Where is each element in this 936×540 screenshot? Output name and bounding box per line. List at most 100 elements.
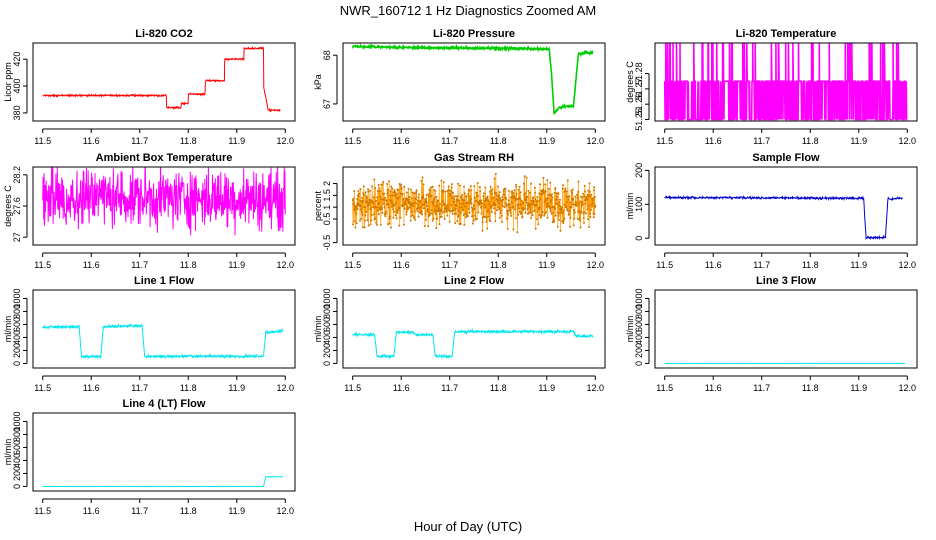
chart-title: Li-820 Temperature: [736, 28, 837, 40]
y-tick-label: 400: [12, 453, 22, 468]
y-tick-label: 1.5: [322, 189, 332, 202]
chart-panel-7: Line 1 Flow ml/min 11.5 11.6 11.7 11.8 11.9 12.…: [3, 275, 296, 393]
x-tick-label: 11.8: [802, 136, 819, 146]
y-axis-label: degrees C: [3, 185, 13, 227]
chart-title: Li-820 CO2: [135, 28, 192, 40]
x-tick-label: 11.5: [344, 260, 361, 270]
data-series-line: [42, 167, 286, 236]
y-tick-label: 400: [322, 330, 332, 345]
y-tick-label: 380: [12, 105, 22, 120]
plot-frame: [32, 289, 296, 369]
x-tick-label: 11.8: [802, 383, 819, 393]
data-layer: [663, 43, 908, 121]
plot-frame: [32, 42, 296, 122]
x-tick-label: 11.5: [656, 260, 673, 270]
y-tick-label: 100: [634, 197, 644, 212]
figure-title: NWR_160712 1 Hz Diagnostics Zoomed AM: [340, 3, 597, 18]
y-tick-label: 27.6: [12, 197, 22, 215]
x-tick-label: 12.0: [899, 383, 917, 393]
chart-panel-6: Sample Flow ml/min 11.5 11.6 11.7 11.8 11.9 12.…: [625, 152, 918, 270]
x-tick-label: 11.8: [180, 383, 197, 393]
y-tick-label: 200: [12, 466, 22, 481]
x-tick-label: 11.8: [490, 136, 507, 146]
x-tick-label: 11.7: [753, 260, 770, 270]
y-tick-label: 400: [12, 79, 22, 94]
data-series-line: [663, 43, 908, 121]
y-tick-label: 800: [12, 427, 22, 442]
x-tick-label: 11.5: [344, 136, 361, 146]
x-tick-label: 11.6: [705, 260, 722, 270]
y-tick-label: -0.5: [322, 235, 332, 251]
x-tick-label: 11.9: [228, 260, 245, 270]
y-tick-label: 0: [634, 236, 644, 241]
data-layer: [42, 476, 283, 488]
x-tick-label: 12.0: [277, 136, 295, 146]
plot-frame: [342, 289, 606, 369]
x-tick-label: 11.9: [850, 383, 867, 393]
chart-title: Li-820 Pressure: [433, 28, 515, 40]
data-layer: [42, 45, 281, 113]
data-layer: [352, 328, 594, 360]
data-series-line: [352, 328, 594, 360]
plot-frame: [342, 166, 606, 246]
y-tick-label: 68: [322, 50, 332, 60]
x-tick-label: 12.0: [899, 260, 917, 270]
x-tick-label: 12.0: [587, 136, 605, 146]
data-layer: [351, 173, 597, 234]
x-tick-label: 11.6: [83, 136, 100, 146]
x-tick-label: 11.5: [34, 260, 51, 270]
chart-title: Line 3 Flow: [756, 275, 816, 287]
plot-frame: [342, 42, 606, 122]
data-series-line: [351, 43, 594, 115]
x-tick-label: 11.5: [344, 383, 361, 393]
y-tick-label: 0: [12, 361, 22, 366]
y-tick-label: 28.2: [12, 166, 22, 184]
x-tick-label: 11.9: [538, 260, 555, 270]
y-axis-label: ml/min: [625, 193, 635, 220]
x-tick-label: 12.0: [277, 260, 295, 270]
y-axis-label: kPa: [313, 74, 323, 90]
x-tick-label: 11.7: [441, 383, 458, 393]
plot-frame: [654, 166, 918, 246]
y-tick-label: 200: [12, 343, 22, 358]
y-tick-label: 51.26: [634, 93, 644, 116]
data-layer: [351, 43, 594, 115]
x-tick-label: 11.6: [705, 136, 722, 146]
x-tick-label: 11.9: [850, 260, 867, 270]
x-tick-label: 11.9: [538, 136, 555, 146]
x-tick-label: 11.6: [705, 383, 722, 393]
x-tick-label: 11.9: [538, 383, 555, 393]
chart-panel-1: Li-820 CO2 Licor ppm 11.5 11.6 11.7 11.8 11.9 1…: [3, 28, 296, 146]
plot-frame: [654, 42, 918, 122]
y-tick-label: 51.25: [634, 108, 644, 131]
x-tick-label: 12.0: [277, 506, 295, 516]
y-tick-label: 800: [322, 304, 332, 319]
y-tick-label: 420: [12, 52, 22, 67]
y-tick-label: 51.27: [634, 78, 644, 101]
x-tick-label: 11.9: [228, 506, 245, 516]
y-tick-label: 200: [634, 163, 644, 178]
x-tick-label: 11.5: [656, 383, 673, 393]
x-tick-label: 11.9: [850, 136, 867, 146]
x-tick-label: 11.8: [180, 136, 197, 146]
chart-title: Sample Flow: [752, 152, 820, 164]
figure-x-axis-label: Hour of Day (UTC): [414, 519, 522, 534]
plot-frame: [654, 289, 918, 369]
y-axis-label: percent: [313, 190, 323, 221]
x-tick-label: 11.7: [753, 136, 770, 146]
chart-title: Line 4 (LT) Flow: [123, 398, 206, 410]
chart-panel-2: Li-820 Pressure kPa 11.5 11.6 11.7 11.8 11.9 12…: [313, 28, 606, 146]
y-tick-label: 1000: [12, 411, 22, 431]
x-tick-label: 11.7: [753, 383, 770, 393]
x-tick-label: 11.6: [393, 260, 410, 270]
x-tick-label: 11.7: [131, 383, 148, 393]
y-axis-label: degrees C: [625, 61, 635, 103]
plot-frame: [32, 412, 296, 492]
y-tick-label: 1000: [634, 288, 644, 308]
chart-panel-4: Ambient Box Temperature degrees C 11.5 11.6…: [3, 152, 296, 270]
x-tick-label: 11.6: [83, 260, 100, 270]
y-tick-label: 67: [322, 99, 332, 109]
y-tick-label: 800: [634, 304, 644, 319]
